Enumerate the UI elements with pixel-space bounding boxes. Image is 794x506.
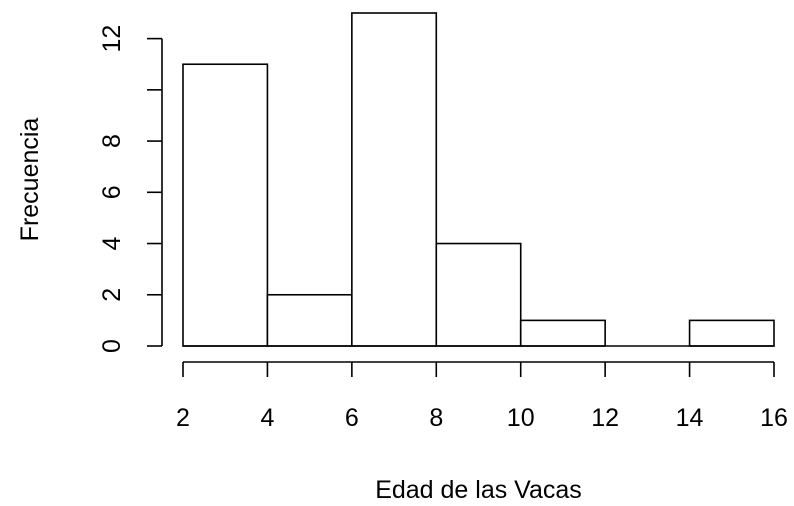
x-tick-label-12: 12 xyxy=(591,404,619,432)
histogram-bar-6-8 xyxy=(351,12,438,347)
y-tick-label-2: 2 xyxy=(98,288,126,302)
histogram-bar-2-4 xyxy=(182,63,269,347)
y-tick-label-0: 0 xyxy=(98,339,126,353)
x-tick-label-10: 10 xyxy=(507,404,535,432)
x-tick-label-4: 4 xyxy=(260,404,274,432)
bars-group xyxy=(182,12,775,347)
x-tick-label-2: 2 xyxy=(176,404,190,432)
histogram-bar-10-12 xyxy=(519,319,606,347)
y-axis-label: Frecuencia xyxy=(16,118,44,242)
x-tick-label-14: 14 xyxy=(676,404,704,432)
histogram-bar-8-10 xyxy=(435,242,522,347)
y-tick-label-12: 12 xyxy=(98,25,126,53)
x-axis: 2 4 6 8 10 12 14 16 xyxy=(176,361,788,432)
x-tick-label-16: 16 xyxy=(760,404,788,432)
x-tick-label-8: 8 xyxy=(429,404,443,432)
y-tick-label-6: 6 xyxy=(98,185,126,199)
y-tick-label-8: 8 xyxy=(98,134,126,148)
y-axis: 0 2 4 6 8 12 xyxy=(98,25,163,353)
x-tick-label-6: 6 xyxy=(345,404,359,432)
histogram-bar-4-6 xyxy=(266,293,353,347)
y-tick-label-4: 4 xyxy=(98,236,126,250)
histogram-bar-14-16 xyxy=(688,319,775,347)
x-axis-label: Edad de las Vacas xyxy=(375,476,582,504)
